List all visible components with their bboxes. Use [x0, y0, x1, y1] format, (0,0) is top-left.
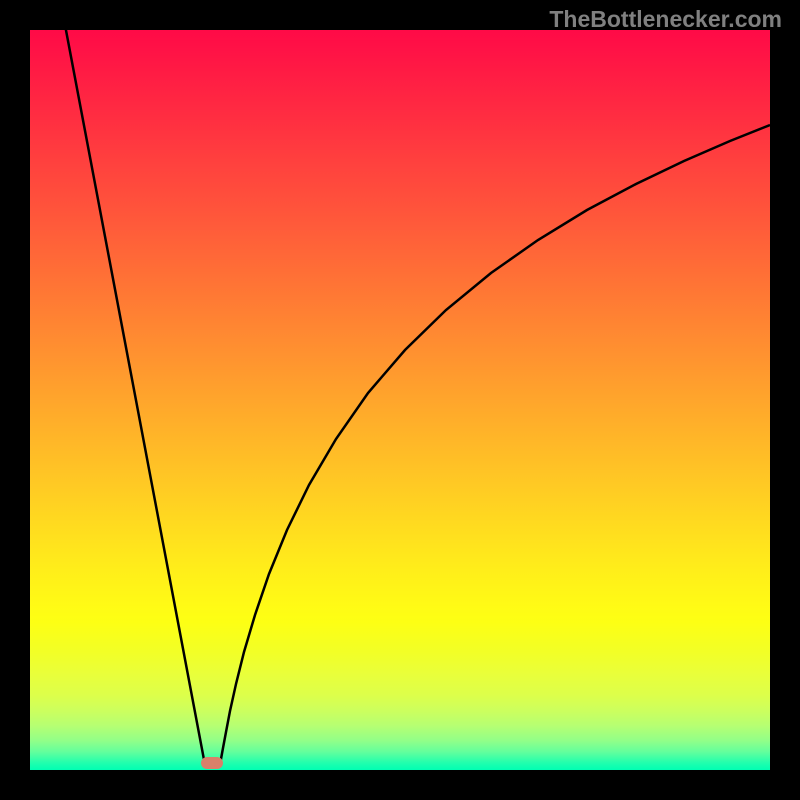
chart-curve	[30, 30, 770, 770]
chart-plot-area	[30, 30, 770, 770]
curve-minimum-marker	[201, 757, 223, 769]
watermark-text: TheBottlenecker.com	[549, 6, 782, 33]
